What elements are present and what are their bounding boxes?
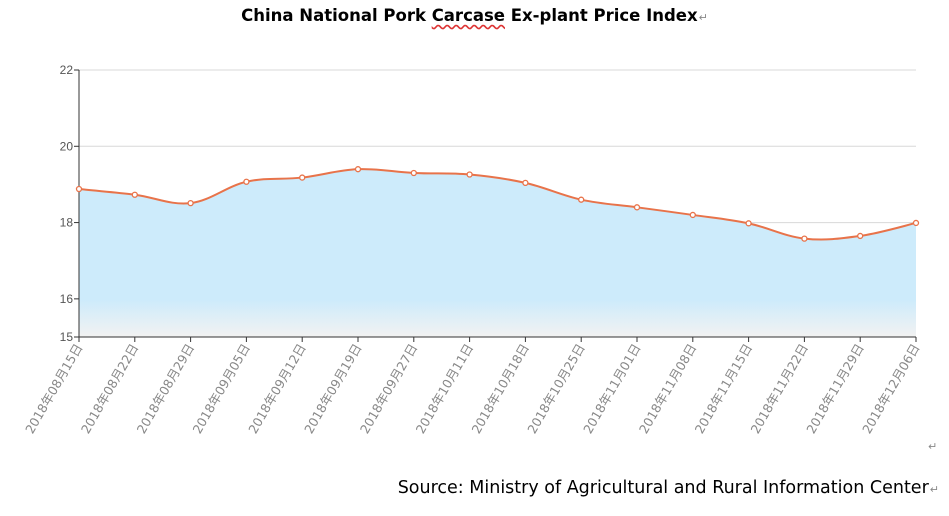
source-text: Source: Ministry of Agricultural and Rur… (397, 478, 929, 498)
title-text-after: Ex-plant Price Index (505, 6, 698, 25)
y-axis-ticks: 15 16 18 20 22 (60, 63, 79, 344)
data-point (633, 204, 641, 211)
axes (78, 70, 916, 338)
x-tick-label: 2018年08月29日 (134, 341, 198, 436)
y-tick-label: 18 (60, 216, 74, 230)
data-point (912, 219, 920, 227)
x-tick-label: 2018年09月05日 (189, 341, 253, 436)
x-axis-ticks: 2018年08月15日2018年08月22日2018年08月29日2018年09… (22, 337, 923, 436)
area-fill (79, 169, 916, 337)
x-tick-label: 2018年12月06日 (859, 341, 923, 436)
data-point (522, 179, 529, 187)
data-point (75, 185, 83, 193)
x-tick-label: 2018年11月15日 (692, 341, 756, 436)
series-line (78, 168, 917, 241)
title-text-highlight: Carcase (431, 6, 505, 25)
x-tick-label: 2018年08月15日 (22, 341, 86, 436)
source-paragraph-mark: ↵ (929, 483, 939, 496)
x-tick-label: 2018年11月22日 (747, 341, 811, 436)
x-tick-label: 2018年09月27日 (357, 341, 421, 436)
x-tick-label: 2018年10月18日 (468, 341, 532, 436)
data-point (689, 211, 696, 219)
data-point (578, 196, 585, 203)
data-point (187, 199, 194, 207)
data-point (410, 169, 417, 177)
y-tick-label: 22 (60, 63, 74, 77)
data-points (75, 166, 920, 242)
x-tick-label: 2018年11月08日 (636, 341, 700, 436)
data-point (299, 174, 306, 181)
y-tick-label: 15 (60, 330, 74, 344)
x-tick-label: 2018年09月19日 (301, 341, 365, 436)
x-tick-label: 2018年10月11日 (413, 341, 477, 436)
x-tick-label: 2018年08月22日 (78, 341, 142, 436)
x-tick-label: 2018年09月12日 (245, 341, 309, 436)
data-point (745, 220, 752, 227)
x-tick-label: 2018年10月25日 (524, 341, 588, 436)
title-text-before: China National Pork (241, 6, 432, 25)
data-point (243, 178, 250, 185)
y-tick-label: 16 (60, 292, 74, 306)
data-point (131, 191, 138, 198)
data-point (801, 235, 808, 242)
data-point (466, 171, 473, 178)
paragraph-mark: ↵ (928, 441, 938, 453)
x-tick-label: 2018年11月01日 (580, 341, 644, 436)
chart-title: China National Pork Carcase Ex-plant Pri… (0, 6, 949, 25)
title-paragraph-mark: ↵ (698, 11, 708, 24)
source-note: Source: Ministry of Agricultural and Rur… (398, 478, 939, 498)
data-point (354, 166, 362, 173)
x-tick-label: 2018年11月29日 (803, 341, 867, 436)
y-tick-label: 20 (60, 139, 74, 153)
data-point (857, 232, 864, 240)
